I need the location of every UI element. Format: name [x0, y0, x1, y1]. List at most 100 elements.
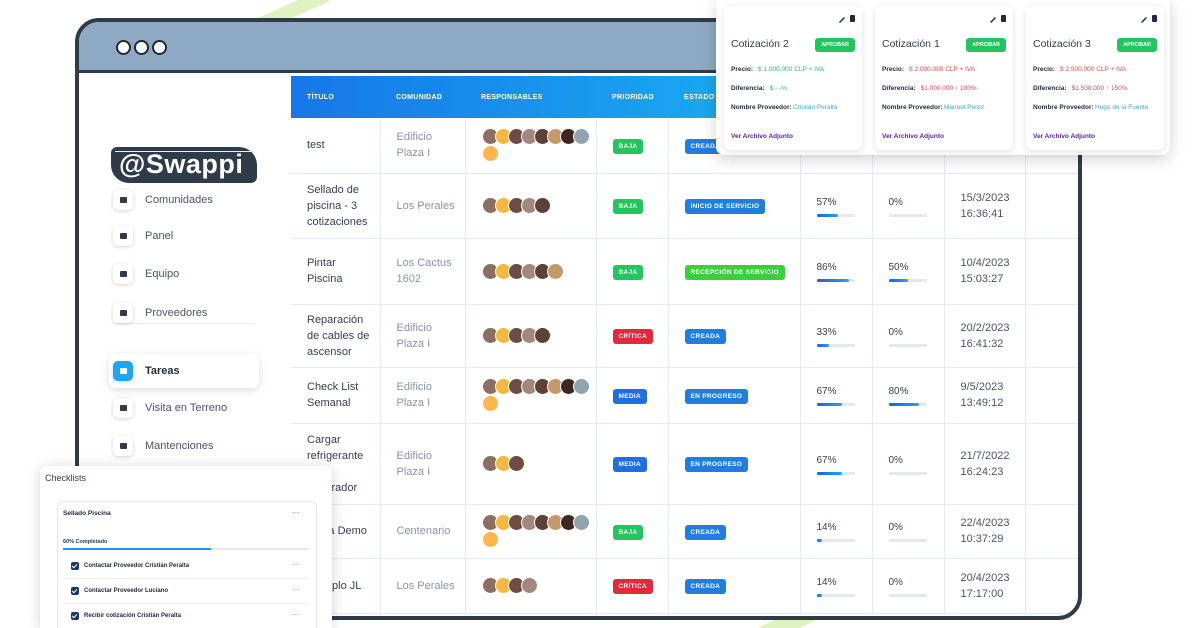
diff-label: Diferencia: [731, 85, 765, 92]
task-status: EN PROGRESO [668, 367, 801, 424]
menu-label: Panel [145, 230, 174, 242]
checklist-item[interactable]: Recibir cotización Cristián Peralta [63, 604, 309, 628]
delete-icon[interactable] [850, 15, 855, 22]
task-row[interactable]: Sellado de piscina - 3 cotizaciones Los P… [291, 173, 1078, 239]
item-label: Contactar Proveedor Cristián Peralta [84, 563, 190, 569]
more-button[interactable]: ··· [292, 585, 300, 594]
checkbox[interactable] [71, 587, 79, 595]
priority-badge: MEDIA [612, 457, 647, 472]
task-status: CREADA [668, 504, 801, 559]
diff: $1.500.000 ↑ 150% [1071, 85, 1128, 92]
time: 17:17:00 [960, 587, 1004, 600]
menu-item[interactable]: Equipo [109, 257, 259, 291]
progress-label: 80% [888, 386, 909, 397]
attachment-link[interactable]: Ver Archivo Adjunto [882, 133, 944, 140]
menu-item[interactable]: Visita en Terreno [109, 391, 259, 425]
provider-row: Nombre Proveedor: Hugo de la Fuente [1033, 103, 1157, 113]
time: 16:36:41 [960, 207, 1004, 220]
approve-button[interactable]: APROBAR [1117, 38, 1157, 52]
time: 10:37:29 [960, 533, 1004, 545]
delete-icon[interactable] [1001, 15, 1006, 22]
checkbox[interactable] [71, 562, 79, 570]
priority-badge: CRÍTICA [612, 579, 653, 594]
card-actions[interactable] [1140, 14, 1158, 23]
avatar [533, 197, 551, 214]
progress-label: 60% Completado [63, 539, 108, 545]
checklist-item[interactable]: Contactar Proveedor Cristián Peralta [63, 554, 309, 579]
diff-row: Diferencia: $1.500.000 ↑ 150% [1033, 85, 1128, 92]
task-date: 21/7/2022 16:24:23 [944, 423, 1026, 505]
task-row[interactable]: Ejemplo JL Los Perales CRÍTICA CREADA 14% 0% 2… [291, 558, 1078, 614]
task-progress: 0% [872, 558, 945, 614]
card-actions[interactable] [989, 14, 1007, 23]
provider: Manuel Perez [944, 104, 985, 111]
task-row[interactable]: Check List Semanal Edificio Plaza I MEDIA E… [291, 367, 1078, 424]
item-label: Recibir cotización Cristián Peralta [84, 613, 182, 619]
window-dot[interactable] [116, 40, 131, 55]
progress-track [63, 548, 309, 550]
task-row[interactable]: Tarea Demo Centenario BAJA CREADA 14% 0% 22/4/… [291, 504, 1078, 559]
menu-item[interactable]: Proveedores [109, 296, 259, 330]
task-progress: 57% [800, 173, 873, 239]
window-dot[interactable] [134, 40, 149, 55]
more-button[interactable]: ··· [292, 560, 300, 569]
progress-fill [816, 213, 839, 217]
checkbox[interactable] [71, 612, 79, 620]
window-dot[interactable] [152, 40, 167, 55]
date: 9/5/2023 [960, 381, 1004, 393]
task-title: Cargar refrigerante del generador [291, 423, 381, 505]
more-button[interactable]: ··· [292, 610, 300, 619]
price-row: Precio: $ 2.500.000 CLP + IVA [1033, 66, 1126, 73]
menu-icon [113, 264, 133, 284]
more-button[interactable]: ··· [292, 508, 300, 517]
price-label: Precio: [731, 66, 754, 73]
edit-icon[interactable] [839, 17, 845, 23]
task-status: EN PROGRESO [668, 423, 801, 505]
progress-track [888, 539, 927, 542]
card-actions[interactable] [838, 14, 856, 23]
menu-item[interactable]: Mantenciones [109, 429, 259, 463]
approve-button[interactable]: APROBAR [966, 38, 1006, 52]
checklist-item[interactable]: Contactar Proveedor Luciano [63, 579, 309, 604]
progress-label: 0% [888, 522, 903, 533]
status-badge: RECEPCIÓN DE SERVICIO [684, 264, 786, 280]
logo[interactable]: @Swappi [111, 147, 258, 183]
icon-glyph [119, 197, 127, 203]
task-title: test [291, 118, 381, 174]
progress-label: 0% [888, 454, 903, 466]
progress-label: 0% [888, 196, 903, 208]
date: 22/4/2023 [960, 517, 1010, 529]
task-responsables [465, 118, 597, 174]
task-row[interactable]: Pintar Piscina Los Cactus 1602 BAJA RECEPCI… [291, 238, 1078, 305]
task-community: Los Cactus 1602 [380, 238, 466, 305]
menu-item[interactable]: Panel [109, 219, 259, 253]
task-progress: 80% [872, 367, 945, 424]
menu-item[interactable]: Comunidades [109, 183, 259, 217]
date: 10/4/2023 [960, 257, 1010, 269]
task-row[interactable]: Cargar refrigerante del generadorEdifici… [291, 423, 1078, 505]
edit-icon[interactable] [990, 17, 996, 23]
provider-label: Nombre Proveedor: [882, 104, 943, 111]
price-label: Precio: [882, 66, 905, 73]
progress-label: 67% [816, 454, 837, 466]
edit-icon[interactable] [1141, 17, 1147, 23]
progress-track [888, 403, 927, 406]
quotes-popup: Cotización 2 APROBAR Precio: $ 1.000.000 CL… [716, 0, 1170, 155]
delete-icon[interactable] [1152, 15, 1157, 22]
approve-button[interactable]: APROBAR [815, 38, 855, 52]
provider-label: Nombre Proveedor: [1033, 104, 1094, 111]
attachment-link[interactable]: Ver Archivo Adjunto [731, 133, 793, 140]
attachment-link[interactable]: Ver Archivo Adjunto [1033, 133, 1095, 140]
task-community: Los Perales [380, 173, 466, 239]
task-priority: CRÍTICA [596, 304, 669, 368]
progress-fill [888, 403, 919, 406]
provider-row: Nombre Proveedor: Cristián Peralta [731, 103, 855, 113]
task-row[interactable]: Reparación de cables de ascensor Edificio… [291, 304, 1078, 368]
avatar [481, 395, 499, 412]
task-extra [1025, 423, 1078, 505]
progress-label: 14% [816, 522, 837, 533]
avatar [572, 514, 590, 531]
task-community: Centenario [380, 504, 466, 559]
menu-item[interactable]: Tareas [109, 354, 259, 388]
